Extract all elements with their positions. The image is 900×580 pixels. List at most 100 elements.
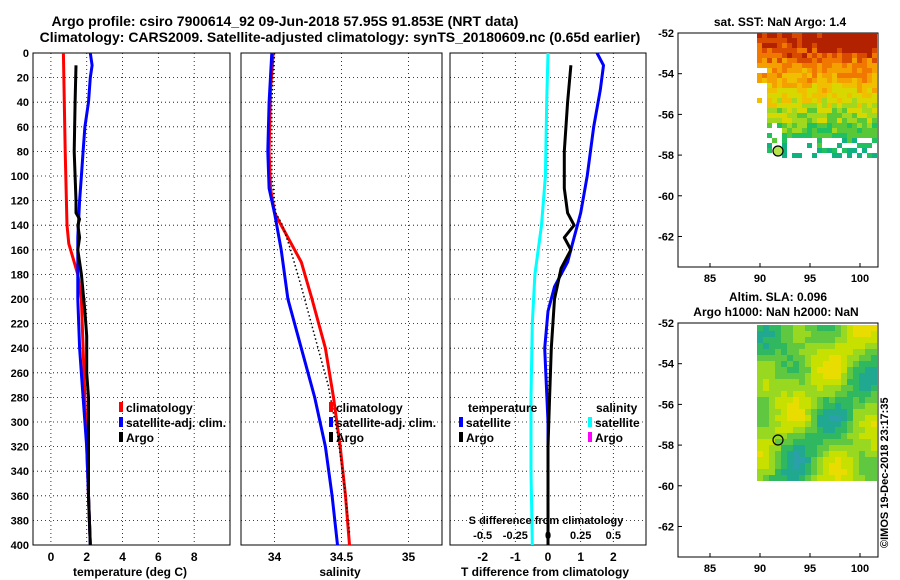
x2-tick-label: -0.5 [473,530,492,542]
sla-cell [853,373,859,379]
y-tick-label: 60 [17,122,29,134]
sla-cell [835,457,841,463]
sla-map-title1: Altim. SLA: 0.096 [729,290,827,304]
sst-cell [872,83,877,88]
sla-cell [841,343,847,349]
sst-cell [842,53,847,58]
legend-satellite: satellite-adj. clim. [126,416,226,430]
sst-cell [842,68,847,73]
sst-cell [847,148,852,153]
sst-cell [782,83,787,88]
sst-cell [797,38,802,43]
sst-cell [772,73,777,78]
sst-cell [777,38,782,43]
sst-cell [872,48,877,53]
sst-cell [782,118,787,123]
sla-cell [823,469,829,475]
sst-cell [807,108,812,113]
sst-cell [767,48,772,53]
sla-cell [757,361,763,367]
sla-cell [793,373,799,379]
sla-cell [757,391,763,397]
sla-cell [775,421,781,427]
sst-cell [757,98,762,103]
sst-cell [782,148,787,153]
sst-cell [777,48,782,53]
sst-cell [862,73,867,78]
sst-cell [797,123,802,128]
sla-cell [805,385,811,391]
sst-cell [852,33,857,38]
sla-cell [859,397,865,403]
sst-cell [807,68,812,73]
sla-cell [811,385,817,391]
sst-cell [807,33,812,38]
sst-cell [847,118,852,123]
sla-cell [841,373,847,379]
sla-cell [757,451,763,457]
sla-cell [823,343,829,349]
y-tick-label: 180 [11,269,29,281]
sla-cell [859,373,865,379]
sst-cell [772,48,777,53]
sla-cell [859,343,865,349]
sla-cell [781,331,787,337]
sst-cell [777,43,782,48]
sst-cell [767,133,772,138]
sla-cell [769,343,775,349]
sla-cell [781,379,787,385]
sla-cell [805,373,811,379]
sla-cell [763,439,769,445]
sst-cell [782,108,787,113]
sla-cell [757,475,763,481]
sla-cell [859,361,865,367]
sst-cell [787,93,792,98]
y-tick-label: 320 [11,442,29,454]
sst-cell [862,123,867,128]
sst-cell [857,93,862,98]
sla-cell [769,355,775,361]
x-tick-label: -2 [477,550,488,564]
sst-cell [817,83,822,88]
sla-cell [859,439,865,445]
sla-cell [763,421,769,427]
sla-cell [823,409,829,415]
sla-cell [805,367,811,373]
sla-cell [763,379,769,385]
sla-cell [769,463,775,469]
sla-cell [775,391,781,397]
sst-cell [787,98,792,103]
x-tick-label: 1 [577,550,584,564]
sla-cell [841,331,847,337]
sla-cell [775,379,781,385]
sst-cell [797,153,802,158]
sla-cell [811,367,817,373]
sla-cell [787,373,793,379]
sst-cell [772,83,777,88]
sla-cell [865,445,871,451]
sst-cell [862,93,867,98]
lat-tick-label: -58 [658,440,674,452]
lat-tick-label: -62 [658,521,674,533]
sst-cell [797,53,802,58]
sla-cell [835,433,841,439]
sla-cell [871,361,877,367]
sst-cell [867,58,872,63]
sla-cell [853,397,859,403]
sla-cell [841,379,847,385]
sst-cell [792,58,797,63]
sla-cell [865,349,871,355]
sst-cell [772,108,777,113]
sla-cell [829,463,835,469]
sst-cell [842,138,847,143]
sla-cell [847,439,853,445]
sla-cell [841,463,847,469]
sst-cell [822,118,827,123]
sla-cell [871,385,877,391]
sst-cell [857,53,862,58]
sst-cell [842,123,847,128]
sla-cell [763,391,769,397]
y-tick-label: 20 [17,73,29,85]
sst-cell [792,38,797,43]
sst-cell [802,63,807,68]
